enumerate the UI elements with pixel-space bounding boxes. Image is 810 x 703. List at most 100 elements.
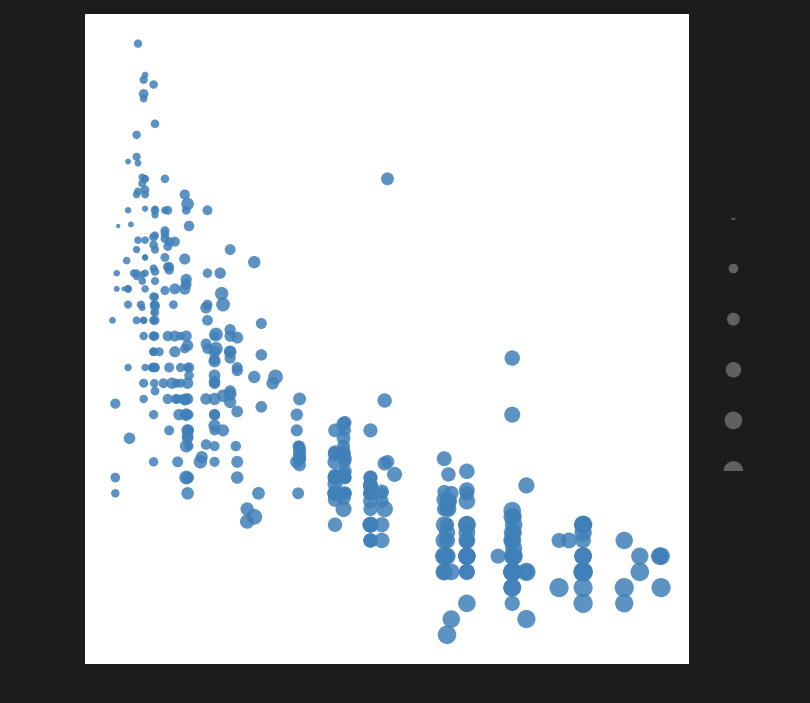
Point <box>505 566 518 577</box>
Point <box>633 566 646 577</box>
Point <box>577 566 590 577</box>
Point <box>520 614 533 625</box>
Point <box>139 283 151 295</box>
Point <box>159 285 172 296</box>
Point <box>148 291 161 302</box>
Point <box>507 550 520 562</box>
Point <box>231 472 244 483</box>
Point <box>437 550 450 562</box>
Point <box>165 378 178 389</box>
Point <box>148 301 161 312</box>
Point <box>182 220 195 231</box>
Point <box>159 233 172 244</box>
Point <box>163 236 176 247</box>
Point <box>147 346 160 357</box>
Point <box>337 441 350 452</box>
Point <box>339 472 352 483</box>
Point <box>208 370 221 381</box>
Point <box>181 425 194 436</box>
Point <box>159 252 172 263</box>
Point <box>122 299 134 310</box>
Point <box>727 314 740 325</box>
Point <box>224 352 237 363</box>
Point <box>109 488 122 499</box>
Point <box>505 535 518 546</box>
Point <box>460 535 473 546</box>
Point <box>364 488 377 499</box>
Point <box>337 447 350 458</box>
Point <box>147 79 160 90</box>
Point <box>505 527 518 538</box>
Point <box>147 362 160 373</box>
Point <box>168 236 181 247</box>
Point <box>460 550 473 562</box>
Point <box>505 535 518 546</box>
Point <box>339 488 352 499</box>
Point <box>441 535 454 546</box>
Point <box>199 338 212 349</box>
Point <box>216 299 229 310</box>
Point <box>248 511 261 522</box>
Point <box>208 378 221 389</box>
Point <box>577 566 590 577</box>
Point <box>442 469 455 480</box>
Point <box>201 205 214 216</box>
Point <box>339 453 352 464</box>
Point <box>633 550 646 562</box>
Point <box>520 479 533 491</box>
Point <box>208 420 221 432</box>
Point <box>208 409 221 420</box>
Point <box>180 409 193 420</box>
Point <box>168 330 181 342</box>
Point <box>364 519 377 530</box>
Point <box>507 550 520 562</box>
Point <box>130 244 143 255</box>
Point <box>208 376 221 387</box>
Point <box>329 470 342 482</box>
Point <box>520 566 533 577</box>
Point <box>437 494 450 505</box>
Point <box>148 385 161 396</box>
Point <box>130 268 143 279</box>
Point <box>181 431 194 442</box>
Point <box>364 425 377 436</box>
Point <box>147 330 160 342</box>
Point <box>339 488 352 499</box>
Point <box>437 566 450 577</box>
Point <box>159 225 172 236</box>
Point <box>577 519 590 530</box>
Point <box>147 409 160 420</box>
Point <box>122 283 134 295</box>
Point <box>577 566 590 577</box>
Point <box>201 315 214 326</box>
Point <box>147 291 160 302</box>
Point <box>148 118 161 129</box>
Point <box>199 439 212 450</box>
Point <box>231 406 244 417</box>
Point <box>364 519 377 530</box>
Point <box>224 330 237 342</box>
Point <box>339 472 352 483</box>
Point <box>364 479 377 491</box>
Point <box>329 447 342 458</box>
Point <box>290 425 303 436</box>
Point <box>147 346 160 357</box>
Point <box>181 425 194 436</box>
Point <box>460 519 473 530</box>
Point <box>170 393 183 404</box>
Point <box>224 385 237 396</box>
Point <box>252 488 265 499</box>
Point <box>147 315 160 326</box>
Point <box>180 330 193 342</box>
Point <box>364 472 377 483</box>
Point <box>208 409 221 420</box>
Point <box>181 378 194 389</box>
Point <box>139 252 151 263</box>
Point <box>174 378 187 389</box>
Point <box>180 441 193 452</box>
Point <box>437 566 450 577</box>
Point <box>174 330 187 342</box>
Point <box>109 472 122 483</box>
Point <box>137 393 150 404</box>
Point <box>159 228 172 240</box>
